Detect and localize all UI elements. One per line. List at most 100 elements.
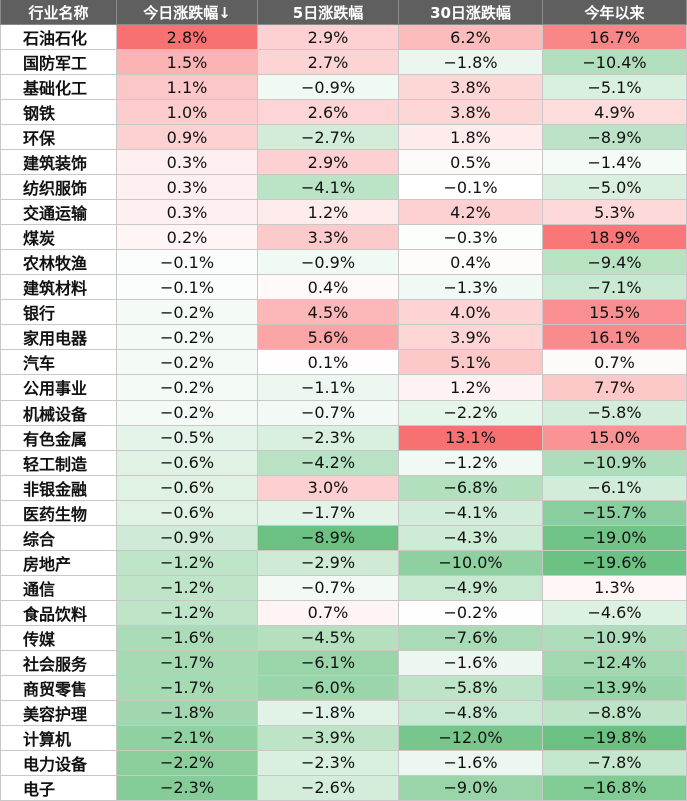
sector-name: 非银金融 (0, 475, 117, 501)
value-cell: −1.1% (258, 375, 399, 401)
table-row: 国防军工 1.5% 2.7% −1.8% −10.4% (0, 50, 687, 76)
column-header: 5日涨跌幅 (258, 0, 399, 26)
value-cell: −9.0% (399, 775, 543, 801)
value-cell: −1.3% (399, 275, 543, 301)
sector-name: 轻工制造 (0, 450, 117, 476)
value-cell: 2.9% (258, 25, 399, 51)
value-cell: 4.9% (543, 100, 687, 126)
sector-name: 电力设备 (0, 750, 117, 776)
sector-name: 传媒 (0, 625, 117, 651)
value-cell: −12.0% (399, 725, 543, 751)
value-cell: −2.6% (258, 775, 399, 801)
value-cell: −4.2% (258, 450, 399, 476)
value-cell: 1.2% (258, 200, 399, 226)
table-header-row: 行业名称 今日涨跌幅↓ 5日涨跌幅 30日涨跌幅 今年以来 (0, 0, 687, 26)
value-cell: −3.9% (258, 725, 399, 751)
value-cell: −1.8% (399, 50, 543, 76)
value-cell: −1.7% (117, 650, 258, 676)
value-cell: −10.9% (543, 625, 687, 651)
value-cell: 1.8% (399, 125, 543, 151)
table-row: 纺织服饰 0.3% −4.1% −0.1% −5.0% (0, 175, 687, 201)
value-cell: −0.5% (117, 425, 258, 451)
value-cell: −12.4% (543, 650, 687, 676)
sector-name: 计算机 (0, 725, 117, 751)
table-row: 有色金属 −0.5% −2.3% 13.1% 15.0% (0, 425, 687, 451)
sector-name: 环保 (0, 125, 117, 151)
value-cell: 15.5% (543, 300, 687, 326)
value-cell: −1.7% (258, 500, 399, 526)
value-cell: −0.1% (117, 275, 258, 301)
value-cell: −1.8% (117, 700, 258, 726)
value-cell: 2.7% (258, 50, 399, 76)
value-cell: −0.9% (117, 525, 258, 551)
table-row: 钢铁 1.0% 2.6% 3.8% 4.9% (0, 100, 687, 126)
value-cell: 2.6% (258, 100, 399, 126)
sector-name: 钢铁 (0, 100, 117, 126)
sector-name: 建筑装饰 (0, 150, 117, 176)
value-cell: 0.4% (258, 275, 399, 301)
value-cell: −4.6% (543, 600, 687, 626)
value-cell: −5.1% (543, 75, 687, 101)
table-row: 环保 0.9% −2.7% 1.8% −8.9% (0, 125, 687, 151)
column-header[interactable]: 今日涨跌幅↓ (117, 0, 258, 26)
value-cell: −5.8% (543, 400, 687, 426)
value-cell: −2.3% (258, 425, 399, 451)
table-row: 机械设备 −0.2% −0.7% −2.2% −5.8% (0, 400, 687, 426)
value-cell: 13.1% (399, 425, 543, 451)
value-cell: −1.6% (399, 750, 543, 776)
value-cell: −8.9% (543, 125, 687, 151)
value-cell: 5.3% (543, 200, 687, 226)
sector-name: 纺织服饰 (0, 175, 117, 201)
sector-name: 交通运输 (0, 200, 117, 226)
value-cell: −4.1% (258, 175, 399, 201)
value-cell: −1.6% (117, 625, 258, 651)
table-row: 煤炭 0.2% 3.3% −0.3% 18.9% (0, 225, 687, 251)
value-cell: 0.4% (399, 250, 543, 276)
value-cell: −4.1% (399, 500, 543, 526)
sector-name: 医药生物 (0, 500, 117, 526)
value-cell: −0.2% (117, 375, 258, 401)
value-cell: −4.3% (399, 525, 543, 551)
value-cell: −13.9% (543, 675, 687, 701)
value-cell: −5.8% (399, 675, 543, 701)
column-header: 行业名称 (0, 0, 117, 26)
value-cell: 1.5% (117, 50, 258, 76)
value-cell: −6.8% (399, 475, 543, 501)
value-cell: 3.0% (258, 475, 399, 501)
value-cell: −5.0% (543, 175, 687, 201)
sector-name: 机械设备 (0, 400, 117, 426)
table-row: 银行 −0.2% 4.5% 4.0% 15.5% (0, 300, 687, 326)
sector-name: 社会服务 (0, 650, 117, 676)
table-row: 通信 −1.2% −0.7% −4.9% 1.3% (0, 575, 687, 601)
value-cell: −0.1% (399, 175, 543, 201)
sector-name: 房地产 (0, 550, 117, 576)
table-row: 电力设备 −2.2% −2.3% −1.6% −7.8% (0, 750, 687, 776)
value-cell: −9.4% (543, 250, 687, 276)
value-cell: 2.9% (258, 150, 399, 176)
table-row: 食品饮料 −1.2% 0.7% −0.2% −4.6% (0, 600, 687, 626)
sector-name: 美容护理 (0, 700, 117, 726)
table-row: 汽车 −0.2% 0.1% 5.1% 0.7% (0, 350, 687, 376)
value-cell: −1.4% (543, 150, 687, 176)
value-cell: 18.9% (543, 225, 687, 251)
table-row: 计算机 −2.1% −3.9% −12.0% −19.8% (0, 725, 687, 751)
value-cell: −0.2% (117, 400, 258, 426)
value-cell: 1.0% (117, 100, 258, 126)
value-cell: 3.9% (399, 325, 543, 351)
sector-name: 家用电器 (0, 325, 117, 351)
value-cell: −6.1% (543, 475, 687, 501)
value-cell: −10.9% (543, 450, 687, 476)
table-row: 交通运输 0.3% 1.2% 4.2% 5.3% (0, 200, 687, 226)
value-cell: −19.0% (543, 525, 687, 551)
value-cell: 0.9% (117, 125, 258, 151)
value-cell: 0.7% (543, 350, 687, 376)
value-cell: −0.2% (117, 350, 258, 376)
sector-name: 电子 (0, 775, 117, 801)
value-cell: 5.6% (258, 325, 399, 351)
value-cell: −6.0% (258, 675, 399, 701)
value-cell: 4.0% (399, 300, 543, 326)
value-cell: −19.8% (543, 725, 687, 751)
value-cell: −10.0% (399, 550, 543, 576)
value-cell: −0.9% (258, 75, 399, 101)
